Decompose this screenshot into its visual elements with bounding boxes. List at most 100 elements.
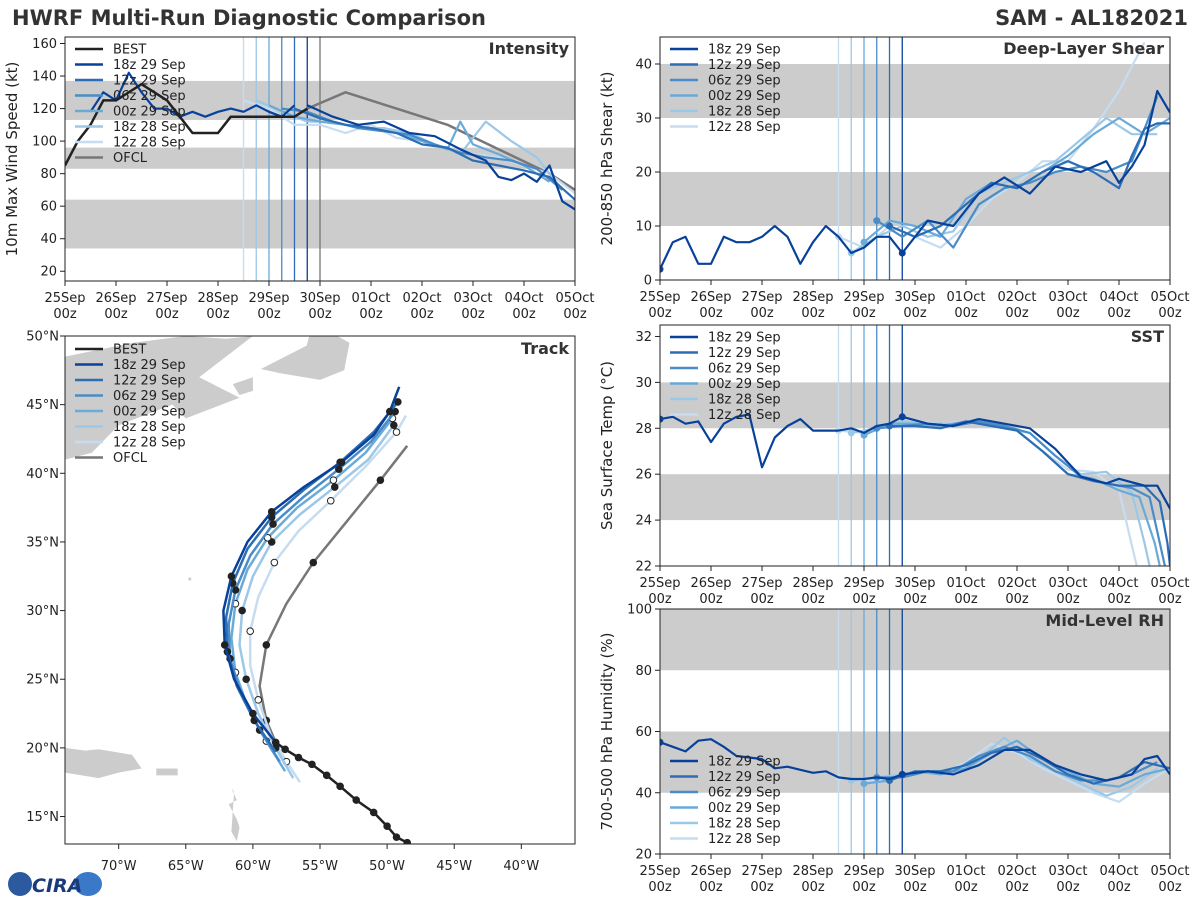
sst-xtick-hour-3: 00z bbox=[801, 592, 825, 607]
track-point-best-5 bbox=[336, 782, 344, 791]
sst-series-18z-29-sep bbox=[660, 413, 903, 469]
rh-xtick-date-0: 25Sep bbox=[639, 864, 680, 879]
track-lat-label-2: 25°N bbox=[26, 673, 59, 688]
rh-ytick-label-3: 80 bbox=[635, 664, 652, 679]
intensity-xtick-hour-8: 00z bbox=[461, 307, 485, 322]
intensity-legend-label-4: 00z 29 Sep bbox=[113, 105, 186, 120]
land-polygon-1 bbox=[260, 336, 350, 380]
shear-xtick-date-4: 29Sep bbox=[843, 290, 884, 305]
shear-series-18z-28-sep bbox=[850, 116, 1158, 254]
sst-ytick-label-4: 30 bbox=[635, 376, 652, 391]
shear-ytick-label-4: 40 bbox=[635, 58, 652, 73]
shear-series-18z-29-sep bbox=[660, 224, 904, 270]
shear-init-point-18z-29-sep bbox=[660, 265, 664, 273]
land-polygon-6 bbox=[188, 577, 192, 581]
sst-ytick-label-5: 32 bbox=[635, 330, 652, 345]
shear-xtick-date-1: 26Sep bbox=[690, 290, 731, 305]
shear-series-18z-29-sep bbox=[901, 89, 1170, 254]
rh-xtick-date-7: 02Oct bbox=[997, 864, 1036, 879]
sst-xtick-date-8: 03Oct bbox=[1048, 576, 1087, 591]
intensity-xtick-date-8: 03Oct bbox=[453, 291, 492, 306]
sst-init-point-18z-29-sep bbox=[898, 413, 906, 421]
intensity-title: Intensity bbox=[489, 39, 570, 58]
shear-xtick-date-8: 03Oct bbox=[1048, 290, 1087, 305]
track-point-00z-29-sep-9 bbox=[329, 476, 338, 484]
intensity-xtick-hour-9: 00z bbox=[512, 307, 536, 322]
track-point-best-3 bbox=[369, 808, 378, 817]
sst-init-point-18z-29-sep bbox=[660, 415, 664, 423]
intensity-xtick-date-9: 04Oct bbox=[504, 291, 543, 306]
track-point-06z-29-sep-7 bbox=[269, 520, 277, 528]
sst-ytick-label-2: 26 bbox=[635, 468, 652, 483]
shear-ytick-label-1: 10 bbox=[635, 220, 652, 235]
intensity-legend-label-6: 12z 28 Sep bbox=[113, 136, 186, 151]
track-point-best-6 bbox=[322, 771, 331, 780]
track-lon-label-2: 60°W bbox=[235, 859, 271, 874]
shear-xtick-date-3: 28Sep bbox=[792, 290, 833, 305]
sst-xtick-date-3: 28Sep bbox=[792, 576, 833, 591]
track-point-18z-28-sep-11 bbox=[390, 421, 398, 430]
shear-xtick-date-5: 30Sep bbox=[894, 290, 935, 305]
land-polygon-3 bbox=[65, 747, 142, 779]
sst-xtick-hour-10: 00z bbox=[1158, 592, 1182, 607]
rh-xtick-date-6: 01Oct bbox=[946, 864, 985, 879]
intensity-xtick-hour-2: 00z bbox=[155, 307, 179, 322]
sst-xtick-date-4: 29Sep bbox=[843, 576, 884, 591]
shear-xtick-date-10: 05Oct bbox=[1150, 290, 1189, 305]
sst-xtick-date-1: 26Sep bbox=[690, 576, 731, 591]
rh-xtick-hour-7: 00z bbox=[1005, 880, 1029, 895]
rh-init-point-00z-29-sep bbox=[860, 780, 868, 788]
rh-xtick-date-5: 30Sep bbox=[894, 864, 935, 879]
track-point-best-9 bbox=[281, 745, 289, 754]
intensity-ytick-label-2: 60 bbox=[40, 200, 57, 215]
intensity-xtick-hour-6: 00z bbox=[359, 307, 383, 322]
rh-title: Mid-Level RH bbox=[1045, 611, 1164, 630]
track-point-18z-29-sep-5 bbox=[227, 572, 236, 581]
intensity-series-group bbox=[65, 71, 575, 211]
intensity-legend-label-2: 12z 29 Sep bbox=[113, 74, 186, 89]
track-lon-label-5: 45°W bbox=[436, 859, 472, 874]
land-group bbox=[65, 336, 350, 842]
intensity-legend-label-5: 18z 28 Sep bbox=[113, 120, 186, 135]
track-legend-label-7: OFCL bbox=[113, 451, 148, 466]
rh-series-group bbox=[660, 736, 1170, 804]
shear-init-point-00z-29-sep bbox=[860, 238, 868, 246]
track-legend-label-4: 00z 29 Sep bbox=[113, 405, 186, 420]
rh-xtick-date-4: 29Sep bbox=[843, 864, 884, 879]
shear-xtick-date-0: 25Sep bbox=[639, 290, 680, 305]
sst-init-point-18z-28-sep bbox=[847, 429, 855, 437]
intensity-series-00z-29-sep bbox=[268, 104, 551, 183]
shear-init-point-12z-29-sep bbox=[886, 222, 893, 230]
sst-ytick-label-3: 28 bbox=[635, 422, 652, 437]
sst-xtick-date-10: 05Oct bbox=[1150, 576, 1189, 591]
intensity-series-18z-29-sep bbox=[306, 104, 575, 211]
track-lat-label-3: 30°N bbox=[26, 604, 59, 619]
rh-xtick-date-2: 27Sep bbox=[741, 864, 782, 879]
sst-ytick-label-1: 24 bbox=[635, 514, 652, 529]
intensity-xtick-hour-4: 00z bbox=[257, 307, 281, 322]
rh-legend-label-2: 06z 29 Sep bbox=[708, 786, 781, 801]
track-lat-label-1: 20°N bbox=[26, 741, 59, 756]
track-point-best-7 bbox=[308, 760, 316, 769]
rh-ytick-label-0: 20 bbox=[635, 848, 652, 863]
sst-xtick-date-9: 04Oct bbox=[1099, 576, 1138, 591]
shear-title: Deep-Layer Shear bbox=[1003, 39, 1164, 58]
sst-xtick-hour-6: 00z bbox=[954, 592, 978, 607]
rh-ytick-label-2: 60 bbox=[635, 725, 652, 740]
intensity-xtick-date-10: 05Oct bbox=[555, 291, 594, 306]
sst-xtick-hour-0: 00z bbox=[648, 592, 672, 607]
rh-xtick-hour-8: 00z bbox=[1056, 880, 1080, 895]
sst-xtick-hour-7: 00z bbox=[1005, 592, 1029, 607]
rh-panel: 2040608010025Sep00z26Sep00z27Sep00z28Sep… bbox=[598, 603, 1190, 896]
track-point-18z-29-sep-9 bbox=[337, 458, 346, 467]
shear-xtick-date-6: 01Oct bbox=[946, 290, 985, 305]
track-point-best-4 bbox=[352, 796, 361, 804]
shear-xtick-hour-0: 00z bbox=[648, 306, 672, 321]
track-lon-label-6: 40°W bbox=[503, 859, 539, 874]
storm-id: SAM - AL182021 bbox=[995, 6, 1188, 30]
track-lon-label-3: 55°W bbox=[302, 859, 338, 874]
land-polygon-5 bbox=[228, 787, 240, 842]
intensity-legend-label-1: 18z 29 Sep bbox=[113, 58, 186, 73]
intensity-panel: 2040608010012014016025Sep00z26Sep00z27Se… bbox=[3, 36, 595, 322]
